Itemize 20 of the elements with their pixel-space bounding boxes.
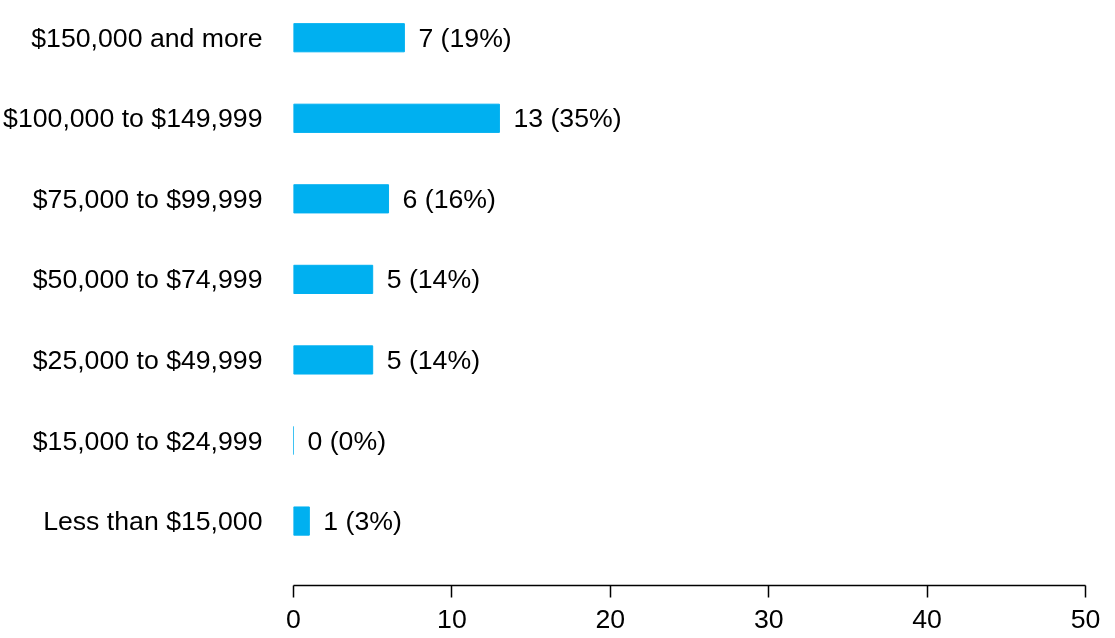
y-tick-label: $75,000 to $99,999 [32,183,263,214]
y-tick-label: $100,000 to $149,999 [3,103,263,134]
x-tick-label: 0 [286,603,301,634]
data-label: 7 (19%) [418,22,512,53]
data-label: 13 (35%) [513,103,622,134]
y-tick-label: Less than $15,000 [43,506,263,537]
x-tick-label: 20 [595,603,626,634]
x-tick-label: 10 [437,603,467,634]
x-tick-label: 30 [753,603,784,634]
data-label: 6 (16%) [402,183,496,214]
y-tick-label: $150,000 and more [31,22,263,53]
y-tick-label: $25,000 to $49,999 [32,344,263,375]
data-label: 5 (14%) [386,344,481,375]
data-label: 1 (3%) [323,506,402,537]
y-tick-label: $15,000 to $24,999 [32,425,263,456]
x-tick-label: 40 [912,603,942,634]
y-tick-label: $50,000 to $74,999 [32,264,263,295]
x-tick-label: 50 [1070,603,1101,634]
data-label: 0 (0%) [307,425,387,456]
data-label: 5 (14%) [386,264,481,295]
